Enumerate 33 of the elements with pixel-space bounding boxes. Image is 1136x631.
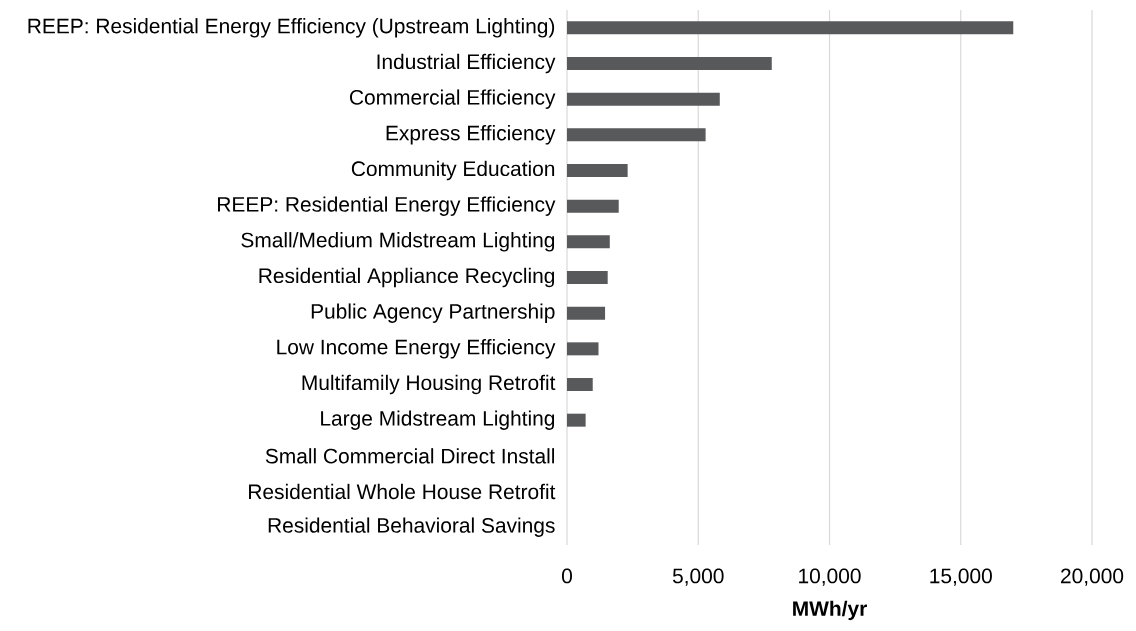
x-tick-label: 20,000 [1061, 568, 1124, 586]
y-tick-label: Multifamily Housing Retrofit [302, 374, 556, 395]
y-tick-label: Low Income Energy Efficiency [277, 339, 556, 359]
bar [567, 164, 628, 177]
y-tick-label: REEP: Residential Energy Efficiency (Upstream Lighting) [28, 18, 555, 38]
y-tick-label: Small Commercial Direct Install [265, 448, 555, 464]
bar [567, 235, 610, 249]
x-tick-label: 15,000 [930, 568, 992, 586]
y-tick-label: Small/Medium Midstream Lighting [241, 232, 555, 252]
y-tick-label: Residential Behavioral Savings [268, 517, 555, 537]
y-tick-label: Large Midstream Lighting [321, 410, 555, 430]
bar [567, 378, 593, 391]
bar [567, 128, 706, 142]
y-tick-label: Express Efficiency [386, 125, 556, 145]
y-tick-label: Public Agency Partnership [311, 303, 555, 323]
y-tick-label: REEP: Residential Energy Efficiency [218, 196, 556, 216]
x-axis-title: MWh/yr [793, 600, 867, 621]
bar [567, 199, 619, 213]
x-tick-label: 10,000 [799, 568, 861, 586]
y-tick-label: Community Education [351, 160, 555, 181]
x-tick-label: 5,000 [672, 568, 724, 586]
y-tick-label: Residential Appliance Recycling [259, 267, 555, 288]
bar [567, 271, 608, 284]
y-tick-label: Industrial Efficiency [377, 53, 556, 74]
bar [567, 413, 586, 427]
bar [567, 57, 772, 70]
bar [567, 92, 720, 106]
bar [567, 21, 1014, 35]
bar [567, 342, 599, 356]
y-tick-label: Commercial Efficiency [349, 89, 556, 109]
y-tick-label: Residential Whole House Retrofit [249, 483, 556, 500]
bar [567, 306, 606, 320]
x-tick-label: 0 [561, 568, 572, 584]
